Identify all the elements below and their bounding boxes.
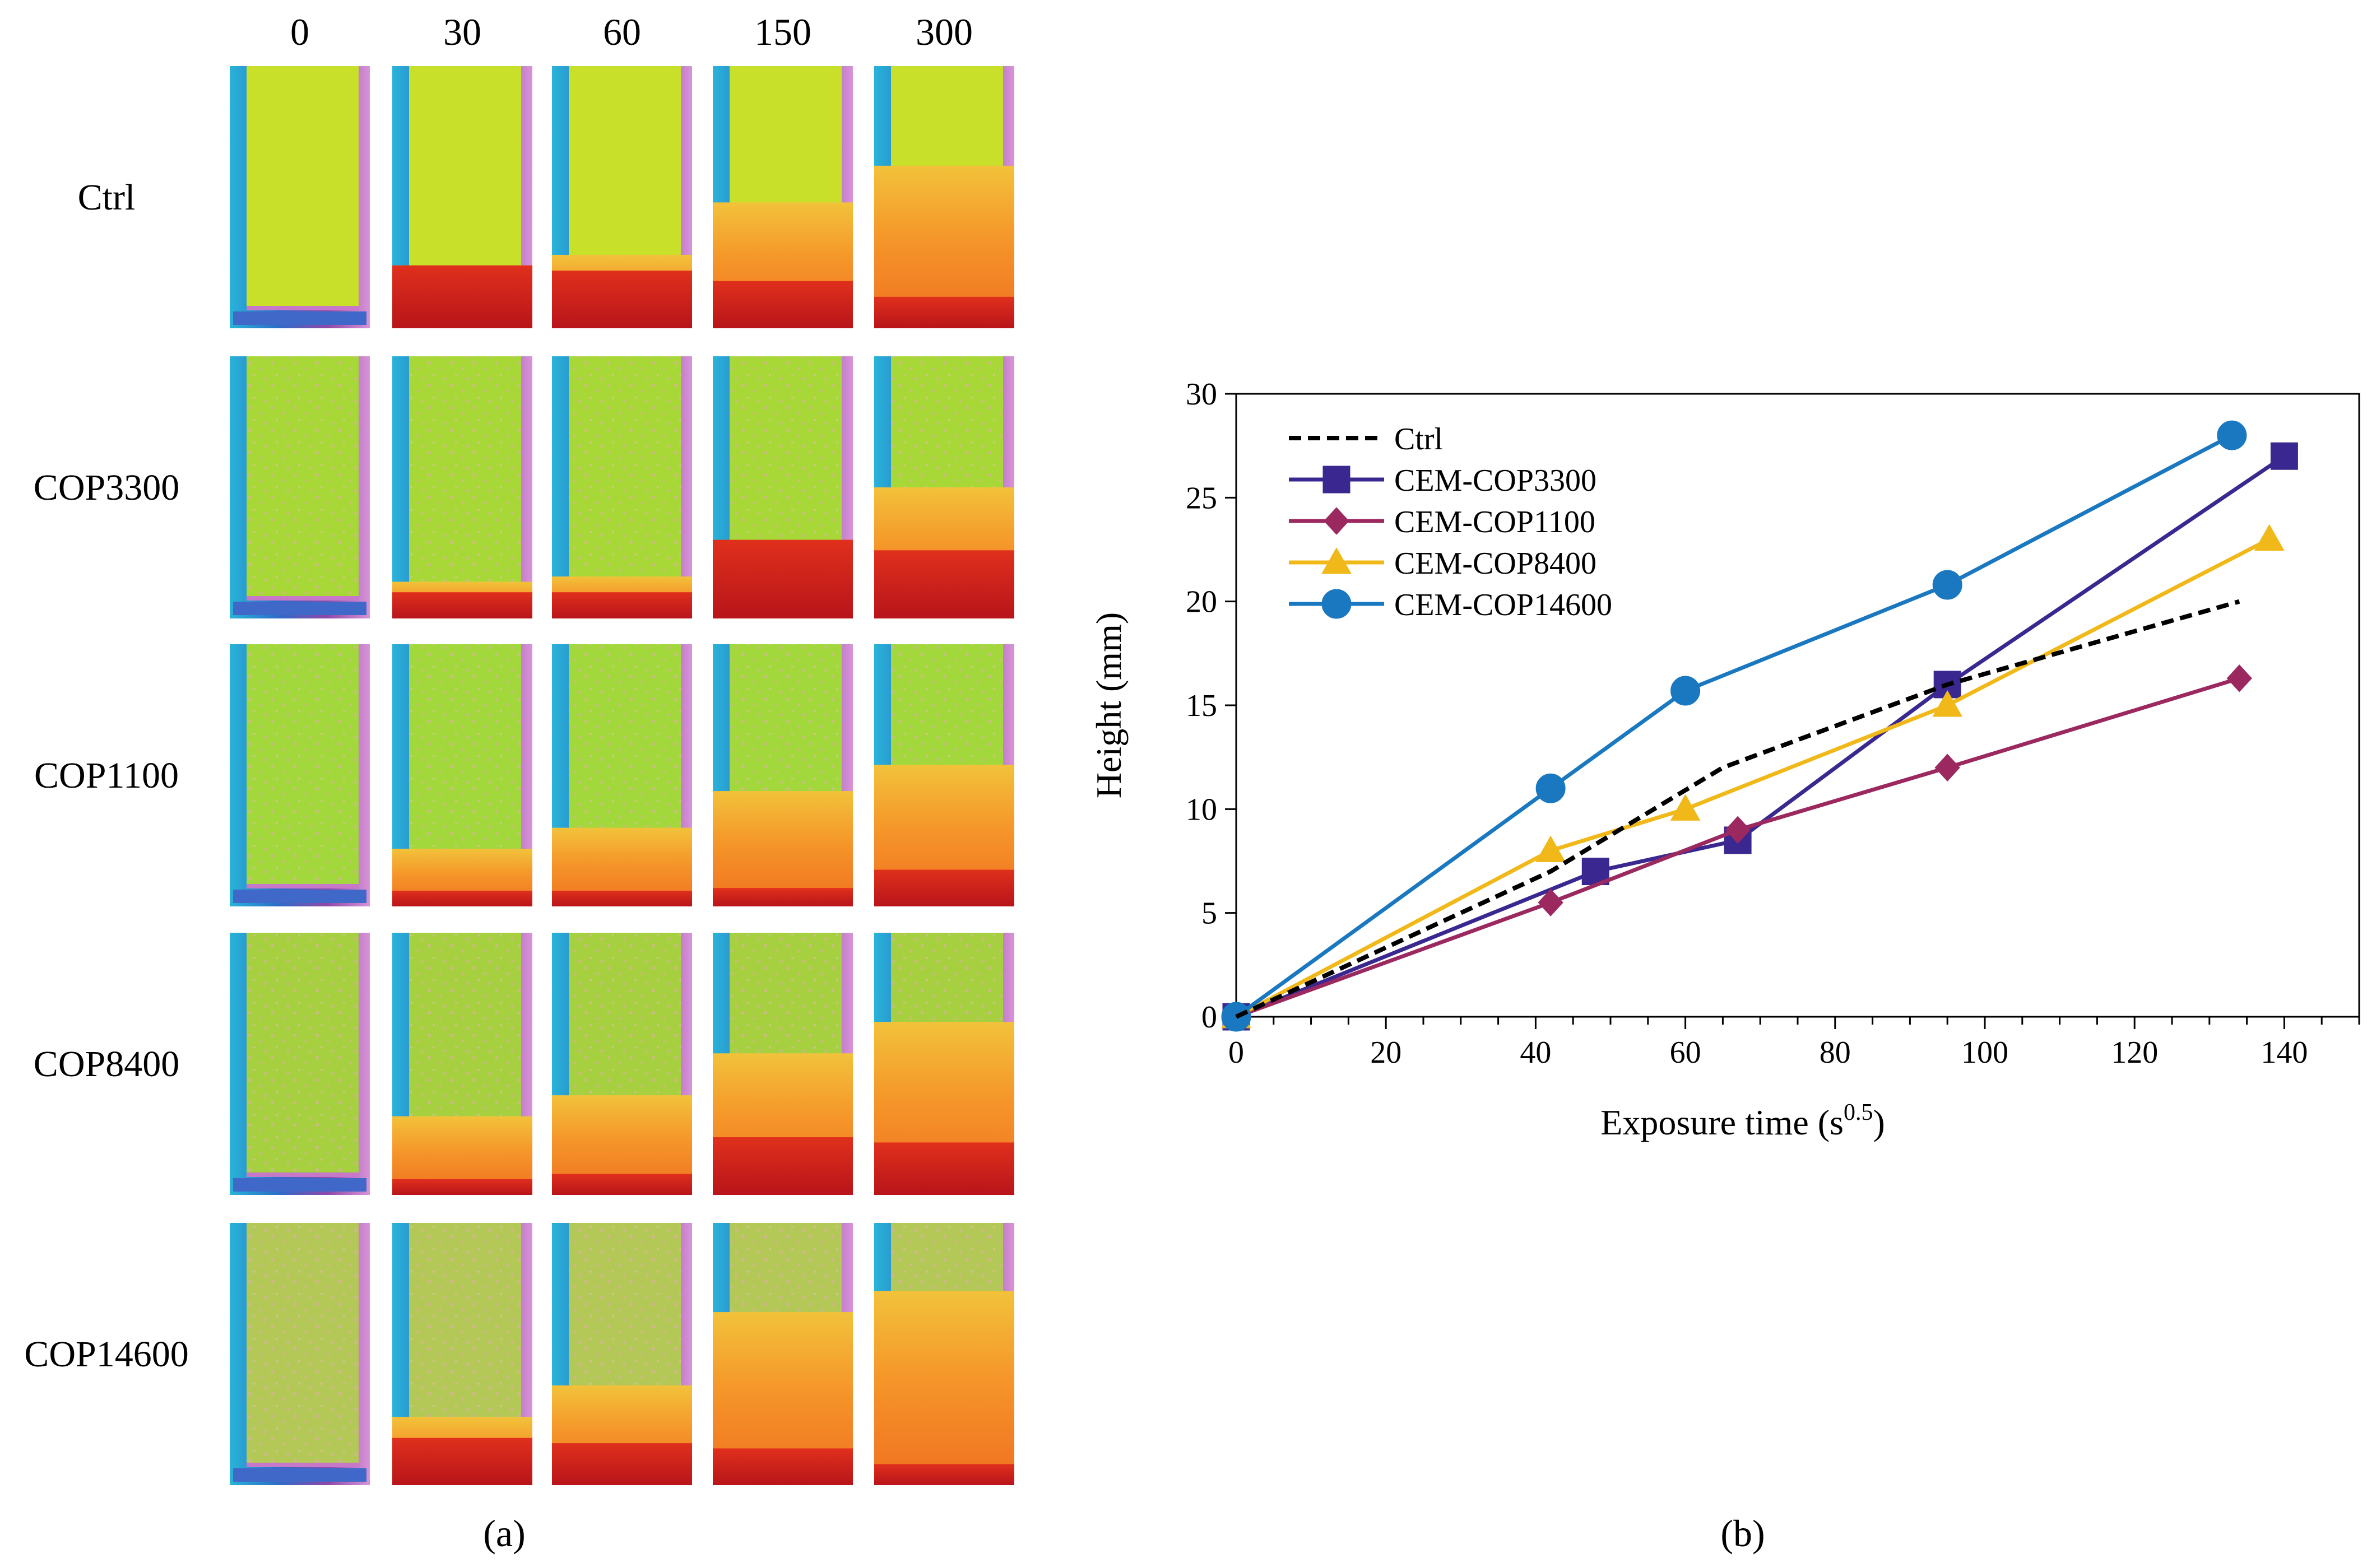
legend-label-cem-cop1100: CEM-COP1100 [1394,505,1595,539]
legend: Ctrl CEM-COP3300 CEM-COP1100 CEM-COP8400 CEM… [1289,422,1612,622]
y-tick-label-15: 15 [1186,688,1217,723]
data-point-cem-cop14600-1 [1535,773,1566,803]
specimen-image-cop1100-30 [392,644,532,906]
x-tick-label-140: 140 [2261,1035,2308,1070]
specimen-image-ctrl-30 [392,66,532,328]
specimen-image-cop3300-300 [874,356,1014,618]
row-label-cop14600: COP14600 [24,1334,188,1375]
specimen-image-cop8400-0 [230,933,370,1195]
y-tick-label-30: 30 [1186,377,1217,412]
specimen-image-cop1100-150 [713,644,853,906]
y-tick-label-20: 20 [1186,585,1217,620]
column-label-300: 300 [916,11,973,53]
specimen-image-cop1100-60 [552,644,692,906]
legend-marker-cem-cop1100 [1324,507,1349,535]
row-label-cop8400: COP8400 [34,1044,179,1085]
column-label-0: 0 [290,11,309,53]
specimen-image-cop14600-60 [552,1223,692,1485]
specimen-image-ctrl-0 [230,66,370,328]
specimen-image-cop3300-60 [552,356,692,618]
specimen-image-cop8400-60 [552,933,692,1195]
data-point-cem-cop1100-4 [2226,664,2252,692]
column-label-150: 150 [754,11,811,53]
data-point-cem-cop8400-1 [1535,835,1566,862]
x-axis-label-superscript: 0.5 [1844,1100,1873,1125]
data-point-cem-cop8400-4 [2254,524,2285,551]
x-tick-label-120: 120 [2111,1035,2158,1070]
data-point-cem-cop8400-2 [1670,794,1701,821]
axes: 0 20 40 60 80 100 120 140 0 5 10 15 20 25 30 [1186,377,2360,1070]
data-point-cem-cop1100-1 [1538,888,1563,916]
legend-marker-cem-cop3300 [1322,466,1350,494]
specimen-image-cop1100-300 [874,644,1014,906]
series-line-ctrl [1235,599,2240,1019]
specimen-image-cop14600-150 [713,1223,853,1485]
specimen-image-cop14600-300 [874,1223,1014,1485]
legend-marker-cem-cop8400 [1321,547,1352,574]
specimen-image-cop8400-300 [874,933,1014,1195]
row-label-cop1100: COP1100 [34,755,179,796]
panel-a-image-grid: 0 30 60 150 300 Ctrl COP3300 COP1100 COP8400 COP1… [24,11,1014,1485]
specimen-image-cop1100-0 [230,644,370,906]
specimen-image-ctrl-150 [713,66,853,328]
panel-b-label: (b) [1720,1512,1765,1555]
series-line-cem-cop8400 [1235,537,2271,1019]
x-tick-label-0: 0 [1228,1035,1244,1070]
specimen-image-cop14600-30 [392,1223,532,1485]
data-point-cem-cop14600-4 [2217,420,2247,450]
x-tick-label-100: 100 [1961,1035,2008,1070]
legend-label-cem-cop8400: CEM-COP8400 [1394,546,1596,581]
row-label-ctrl: Ctrl [78,177,136,218]
y-axis-label: Height (mm) [1089,612,1129,798]
row-label-cop3300: COP3300 [34,467,179,508]
y-tick-label-10: 10 [1186,792,1217,827]
data-point-cem-cop14600-2 [1670,676,1701,706]
specimen-image-cop8400-30 [392,933,532,1195]
specimen-image-ctrl-60 [552,66,692,328]
specimen-image-cop14600-0 [230,1223,370,1485]
specimen-image-cop3300-30 [392,356,532,618]
data-point-cem-cop14600-3 [1932,570,1962,600]
panel-a-label: (a) [483,1512,525,1555]
panel-b-chart: 0 20 40 60 80 100 120 140 0 5 10 15 20 25 30 Ctrl CEM-C… [1089,377,2360,1142]
legend-label-cem-cop14600: CEM-COP14600 [1394,588,1612,622]
x-axis-label: Exposure time (s0.5) [1600,1100,1885,1142]
x-tick-label-20: 20 [1370,1035,1401,1070]
data-point-cem-cop3300-4 [2270,442,2298,470]
data-point-cem-cop1100-2 [1725,816,1751,844]
legend-marker-cem-cop14600 [1321,589,1352,619]
legend-label-ctrl: Ctrl [1394,422,1443,457]
series-group [1221,420,2298,1032]
specimen-image-cop8400-150 [713,933,853,1195]
x-tick-label-60: 60 [1670,1035,1701,1070]
legend-label-cem-cop3300: CEM-COP3300 [1394,463,1596,498]
x-tick-label-80: 80 [1820,1035,1851,1070]
y-tick-label-25: 25 [1186,481,1217,515]
column-label-60: 60 [603,11,641,53]
specimen-image-cop3300-0 [230,356,370,618]
specimen-image-cop3300-150 [713,356,853,618]
x-tick-label-40: 40 [1520,1035,1551,1070]
y-tick-label-0: 0 [1201,1000,1217,1035]
y-tick-label-5: 5 [1201,896,1217,931]
data-point-cem-cop8400-3 [1932,690,1963,717]
specimen-image-ctrl-300 [874,66,1014,328]
column-label-30: 30 [443,11,481,53]
data-point-cem-cop1100-3 [1934,753,1960,781]
